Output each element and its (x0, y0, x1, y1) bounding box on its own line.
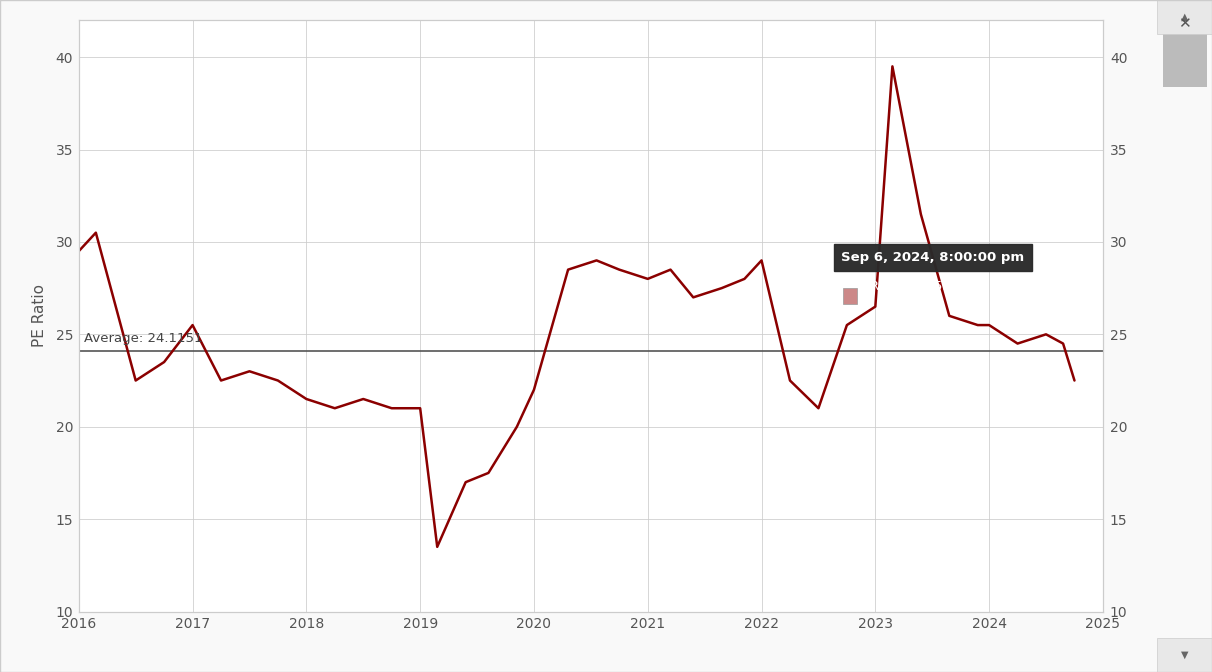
Bar (1164, 20, 1207, 87)
Bar (1157, 0, 1212, 34)
Text: PE Ratio: 22.53: PE Ratio: 22.53 (841, 280, 951, 293)
Text: ▲: ▲ (1180, 12, 1189, 22)
Bar (844, 288, 857, 304)
Text: Average: 24.1151: Average: 24.1151 (85, 332, 202, 345)
Text: ▼: ▼ (1180, 650, 1189, 660)
Y-axis label: PE Ratio: PE Ratio (33, 284, 47, 347)
Text: ✕: ✕ (1178, 16, 1191, 31)
Bar (1157, 638, 1212, 672)
Text: Sep 6, 2024, 8:00:00 pm: Sep 6, 2024, 8:00:00 pm (841, 251, 1024, 264)
